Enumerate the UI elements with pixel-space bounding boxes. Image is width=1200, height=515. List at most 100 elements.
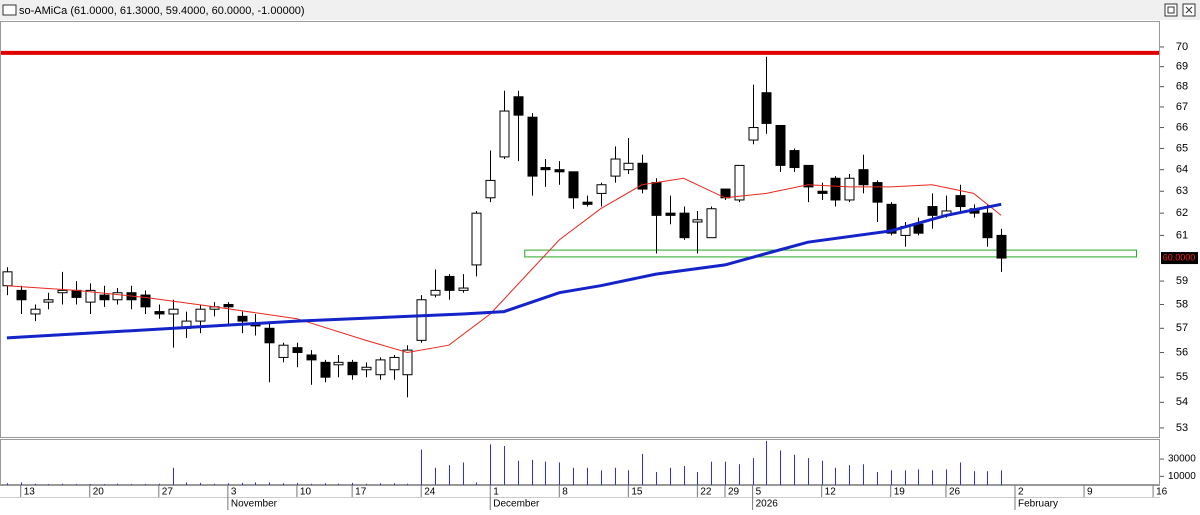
candle-body xyxy=(43,299,54,303)
candle-body xyxy=(320,361,331,378)
candle-body xyxy=(692,219,703,223)
candle-body xyxy=(886,203,897,234)
candle-body xyxy=(748,127,759,141)
candle-body xyxy=(775,124,786,166)
x-tick-label: 17 xyxy=(355,487,367,498)
candle-body xyxy=(527,116,538,177)
y-tick-label: 61 xyxy=(1176,229,1188,241)
x-tick-label: 19 xyxy=(894,487,906,498)
maximize-button[interactable] xyxy=(1164,3,1178,17)
candle-body xyxy=(596,184,607,194)
month-label: December xyxy=(493,499,540,510)
y-tick-label: 64 xyxy=(1176,164,1188,176)
price-panel xyxy=(0,21,1160,438)
y-tick-label: 68 xyxy=(1176,81,1188,93)
candle-body xyxy=(2,271,13,287)
x-tick-label: 10 xyxy=(300,487,312,498)
x-tick-label: 13 xyxy=(24,487,36,498)
candle-body xyxy=(168,308,179,315)
volume-panel xyxy=(0,439,1160,485)
candle-body xyxy=(57,289,68,294)
candle-body xyxy=(485,179,496,199)
month-label: 2026 xyxy=(756,499,779,510)
volume-tick-label: 30000 xyxy=(1168,454,1196,465)
candle-body xyxy=(679,212,690,239)
candle-body xyxy=(430,289,441,296)
x-tick-label: 1 xyxy=(493,487,499,498)
month-label: November xyxy=(231,499,278,510)
candle-body xyxy=(389,356,400,371)
month-label: February xyxy=(1018,499,1058,510)
x-tick-label: 9 xyxy=(1087,487,1093,498)
x-tick-label: 24 xyxy=(424,487,436,498)
y-tick-label: 67 xyxy=(1176,101,1188,113)
y-tick-label: 69 xyxy=(1176,61,1188,73)
candle-body xyxy=(223,303,234,308)
x-tick-label: 16 xyxy=(1156,487,1168,498)
y-tick-label: 57 xyxy=(1176,322,1188,334)
x-tick-label: 2 xyxy=(1018,487,1024,498)
candle-body xyxy=(402,349,413,376)
x-tick-label: 15 xyxy=(631,487,643,498)
candle-body xyxy=(16,289,27,301)
candle-body xyxy=(333,361,344,366)
candle-body xyxy=(568,171,579,199)
candle-body xyxy=(817,190,828,194)
candle-body xyxy=(858,169,869,186)
candle-body xyxy=(264,327,275,344)
x-tick-label: 12 xyxy=(825,487,837,498)
candle-body xyxy=(195,308,206,322)
x-tick-label: 26 xyxy=(949,487,961,498)
candle-body xyxy=(996,234,1007,259)
x-tick-label: 29 xyxy=(728,487,740,498)
candle-body xyxy=(540,167,551,171)
y-tick-label: 65 xyxy=(1176,142,1188,154)
candle-body xyxy=(499,110,510,158)
candle-body xyxy=(706,208,717,239)
candle-body xyxy=(347,361,358,376)
candle-body xyxy=(416,299,427,341)
title-bar xyxy=(0,0,1200,20)
volume-tick-label: 10000 xyxy=(1168,471,1196,482)
y-tick-label: 59 xyxy=(1176,275,1188,287)
candle-body xyxy=(237,315,248,322)
candle-body xyxy=(637,162,648,190)
moving-average xyxy=(6,177,1002,354)
y-tick-label: 54 xyxy=(1176,396,1188,408)
y-tick-label: 63 xyxy=(1176,185,1188,197)
candle-body xyxy=(99,294,110,301)
window-icon xyxy=(2,4,17,16)
candle-body xyxy=(30,308,41,315)
x-tick-label: 20 xyxy=(93,487,105,498)
x-tick-label: 22 xyxy=(700,487,712,498)
y-tick-label: 70 xyxy=(1176,41,1188,53)
y-tick-label: 53 xyxy=(1176,422,1188,434)
y-tick-label: 62 xyxy=(1176,207,1188,219)
y-tick-label: 56 xyxy=(1176,346,1188,358)
candle-body xyxy=(278,344,289,358)
candle-body xyxy=(982,212,993,239)
x-tick-label: 3 xyxy=(231,487,237,498)
candle-body xyxy=(913,223,924,234)
x-tick-label: 27 xyxy=(162,487,174,498)
chart-title: so-AMiCa (61.0000, 61.3000, 59.4000, 60.… xyxy=(19,5,305,17)
x-tick-label: 8 xyxy=(562,487,568,498)
x-tick-label: 5 xyxy=(756,487,762,498)
candle-body xyxy=(554,169,565,173)
maximize-icon xyxy=(1167,6,1175,14)
y-tick-label: 58 xyxy=(1176,298,1188,310)
candle-body xyxy=(734,164,745,201)
last-price-label: 60.0000 xyxy=(1163,252,1196,262)
candle-body xyxy=(610,158,621,177)
candle-body xyxy=(458,287,469,291)
candle-body xyxy=(85,289,96,303)
candle-body xyxy=(292,347,303,354)
candle-body xyxy=(471,212,482,266)
candle-body xyxy=(375,359,386,376)
candle-body xyxy=(140,294,151,308)
candle-body xyxy=(513,96,524,116)
candle-body xyxy=(761,92,772,124)
candle-body xyxy=(665,212,676,216)
candle-body xyxy=(444,275,455,291)
